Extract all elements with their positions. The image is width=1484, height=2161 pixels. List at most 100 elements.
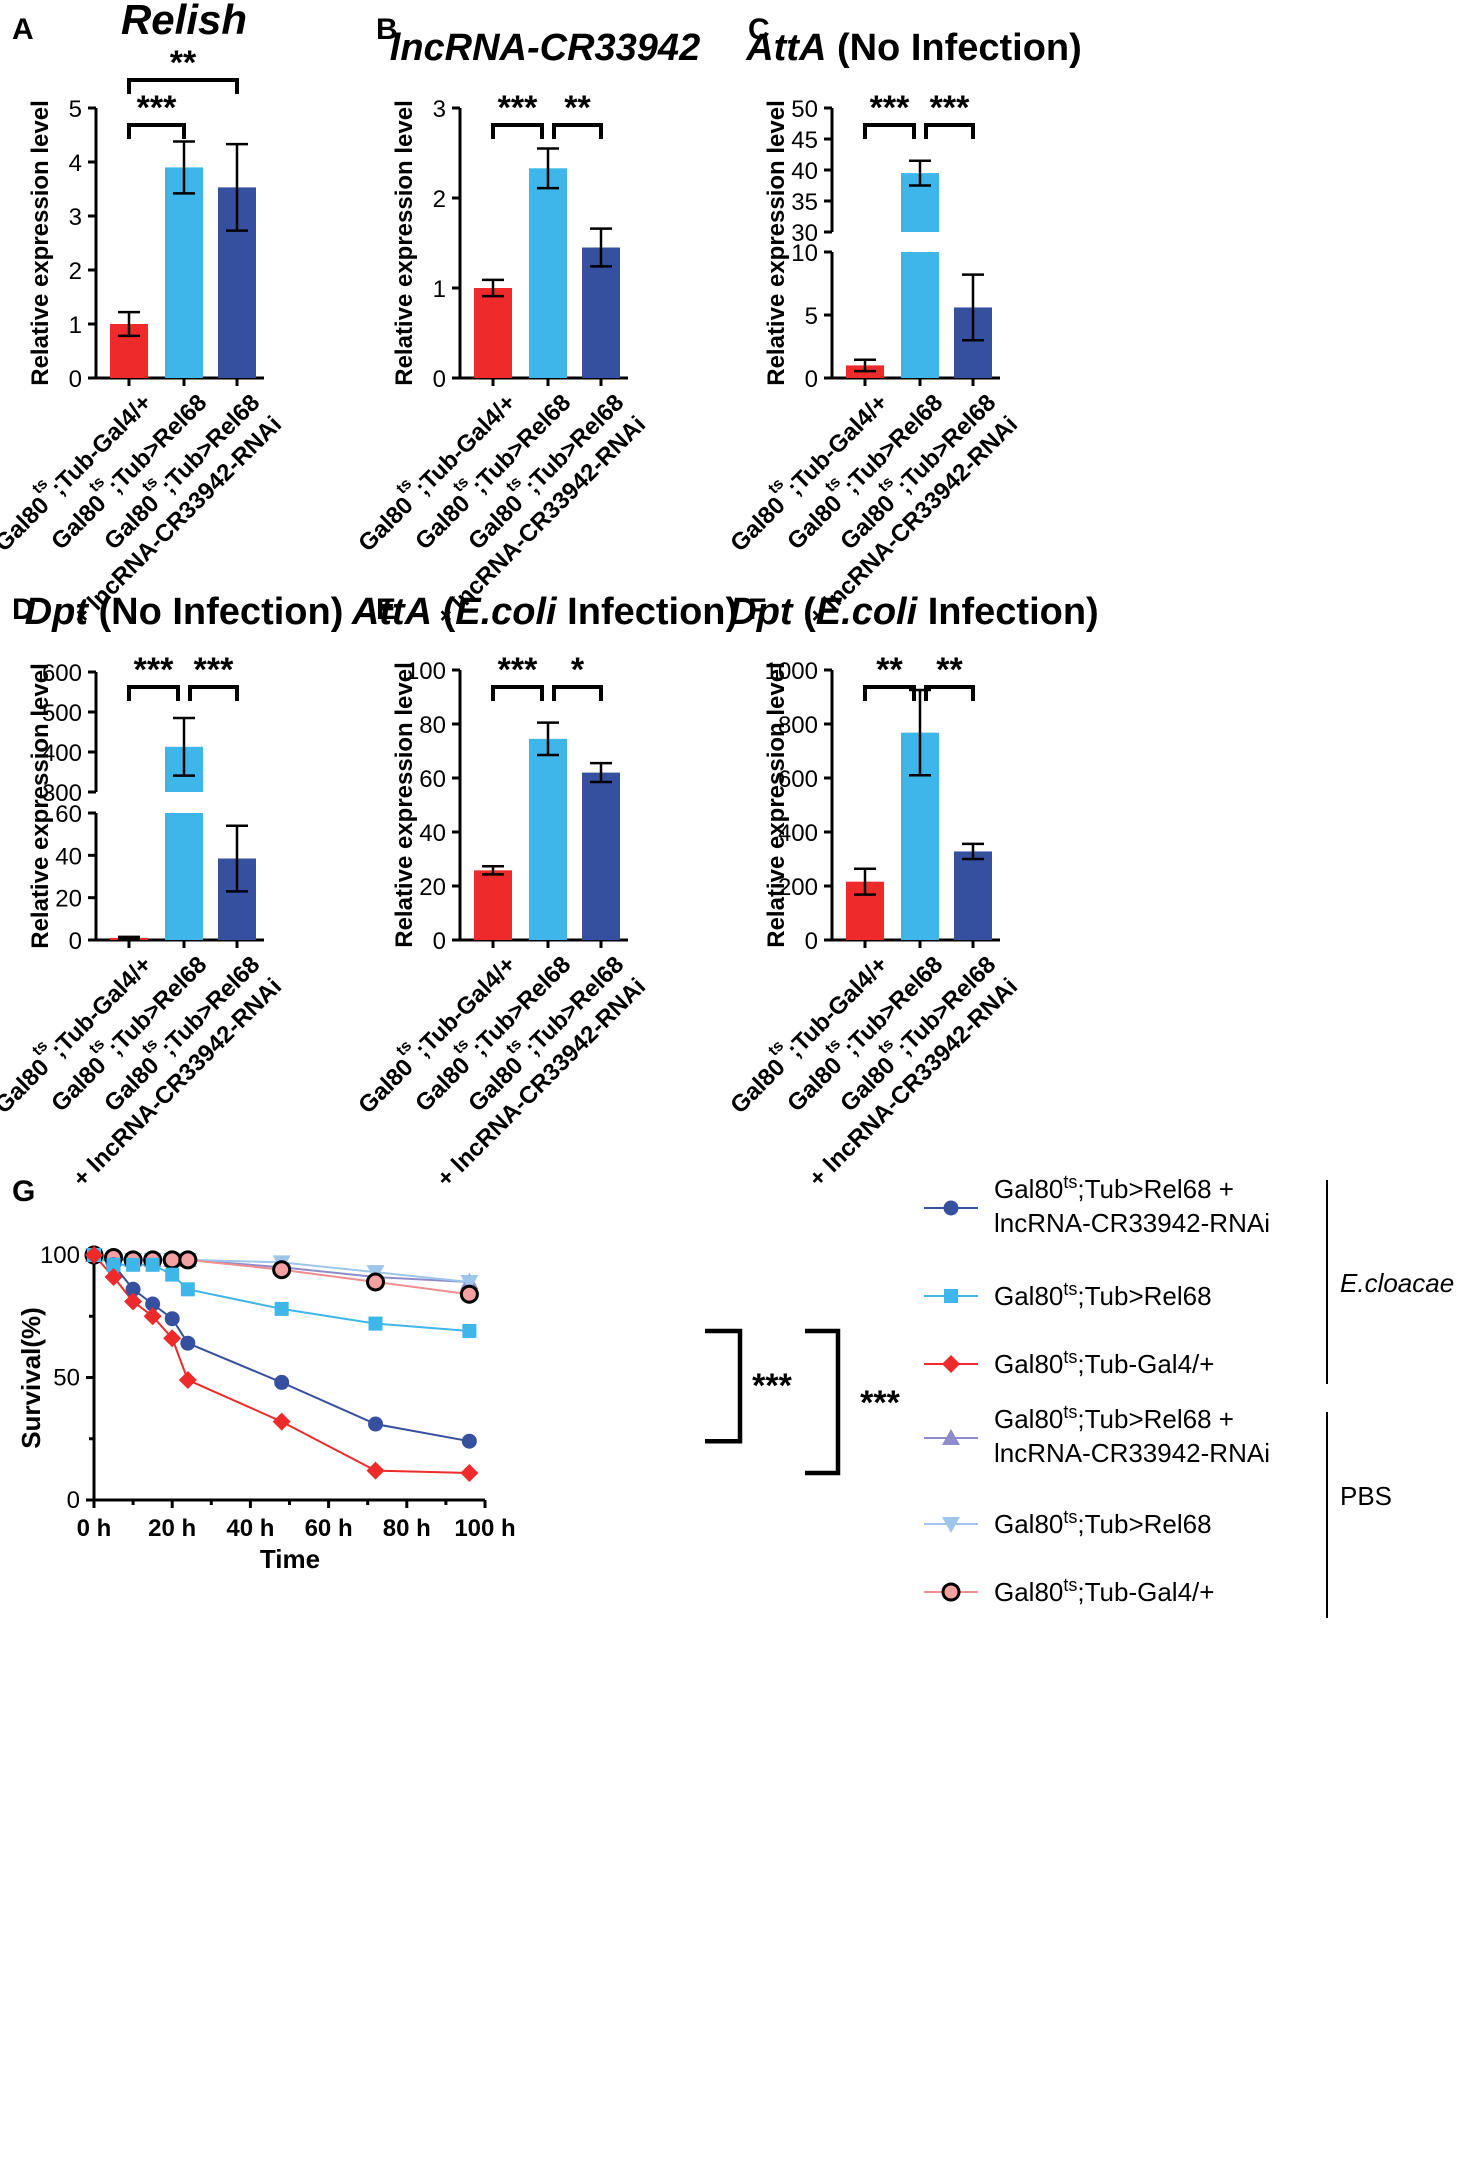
legend-label-sup: ts	[1063, 1172, 1077, 1192]
legend-label: Gal80ts;Tub>Rel68	[994, 1507, 1212, 1539]
category-label-pre: Gal80	[0, 492, 54, 557]
y-tick-label: 1000	[765, 658, 818, 685]
y-tick-label: 0	[805, 928, 818, 955]
legend-label-pre: Gal80	[994, 1349, 1063, 1379]
legend-label-sup: ts	[1063, 1347, 1077, 1367]
chart-title: AttA (No Infection)	[745, 27, 1082, 69]
legend-label-pre: Gal80	[994, 1577, 1063, 1607]
y-tick-label: 5	[69, 96, 82, 123]
marker-diamond	[104, 1268, 123, 1287]
x-tick-label: 100 h	[454, 1515, 515, 1542]
category-label-pre: Gal80	[782, 490, 847, 555]
y-axis-label: Relative expression level	[27, 100, 54, 386]
title-italic: Dpt	[729, 591, 794, 633]
y-tick-label: 60	[419, 766, 446, 793]
y-tick-label: 0	[433, 928, 446, 955]
category-label-pre: Gal80	[782, 1052, 847, 1117]
y-tick-label: 40	[55, 843, 82, 870]
legend-label: Gal80ts;Tub>Rel68 +	[994, 1172, 1234, 1204]
legend-label: Gal80ts;Tub-Gal4/+	[994, 1347, 1214, 1379]
significance-label: ***	[134, 651, 174, 689]
marker-diamond	[366, 1461, 385, 1480]
axis-break-gap	[899, 232, 941, 252]
marker-triangle-up	[942, 1429, 960, 1445]
significance-bracket	[552, 685, 603, 701]
y-tick-label: 200	[778, 874, 818, 901]
title-italic-2: E.coli	[816, 591, 919, 633]
y-tick-label: 500	[42, 700, 82, 727]
y-tick-label: 1	[69, 312, 82, 339]
marker-circle-outline	[366, 1272, 386, 1292]
y-tick-label: 2	[69, 258, 82, 285]
title-italic: AttA	[745, 27, 826, 69]
legend-label-post: ;Tub-Gal4/+	[1077, 1577, 1214, 1607]
legend-label-post: ;Tub>Rel68	[1077, 1281, 1211, 1311]
y-tick-label: 4	[69, 150, 82, 177]
y-tick-label: 10	[791, 240, 818, 267]
panel-letter: C	[748, 13, 770, 46]
x-tick-label: 60 h	[305, 1515, 353, 1542]
y-tick-label: 1	[433, 276, 446, 303]
significance-bracket	[552, 123, 603, 139]
legend-label-sup: ts	[1063, 1507, 1077, 1527]
significance-label: ***	[860, 1384, 900, 1422]
significance-label: **	[876, 651, 903, 689]
significance-bracket	[188, 685, 239, 701]
marker-diamond	[460, 1464, 479, 1483]
y-tick-label: 50	[53, 1365, 80, 1392]
y-tick-label: 800	[778, 712, 818, 739]
bar	[582, 772, 620, 940]
significance-label: ***	[930, 89, 970, 127]
y-axis-label: Survival(%)	[16, 1307, 46, 1449]
x-tick-label: 0 h	[77, 1515, 112, 1542]
marker-square	[274, 1301, 289, 1316]
legend-label-pre: Gal80	[994, 1174, 1063, 1204]
axis-break-gap	[163, 792, 205, 813]
chart-title: lncRNA-CR33942	[390, 27, 700, 69]
marker-diamond	[124, 1292, 143, 1311]
significance-bracket	[127, 123, 186, 139]
panel-letter: G	[12, 1175, 35, 1208]
marker-diamond	[163, 1329, 182, 1348]
marker-diamond	[272, 1412, 291, 1431]
legend-label-post: ;Tub>Rel68	[1077, 1509, 1211, 1539]
marker-diamond	[143, 1307, 162, 1326]
category-label-pre: Gal80	[46, 1052, 111, 1117]
marker-circle-outline	[272, 1260, 292, 1280]
legend-label: Gal80ts;Tub-Gal4/+	[994, 1575, 1214, 1607]
marker-circle	[368, 1416, 384, 1432]
marker-diamond	[85, 1246, 103, 1264]
marker-circle	[164, 1311, 180, 1327]
y-axis-label: Relative expression level	[391, 662, 418, 948]
significance-bracket	[491, 123, 544, 139]
y-tick-label: 400	[778, 820, 818, 847]
marker-circle-outline	[178, 1250, 198, 1270]
group-label: PBS	[1340, 1481, 1392, 1511]
bar	[582, 247, 620, 378]
bar	[954, 851, 992, 940]
y-tick-label: 40	[791, 158, 818, 185]
significance-bracket	[924, 123, 975, 139]
y-tick-label: 40	[419, 820, 446, 847]
legend-label-sup: ts	[1063, 1575, 1077, 1595]
y-axis-label: Relative expression level	[763, 662, 790, 948]
panel-a: A Relish Relative expression level 0 1 2 3 4 5 **…	[0, 0, 287, 631]
legend-label-line2: lncRNA-CR33942-RNAi	[994, 1438, 1270, 1468]
y-tick-label: 600	[42, 660, 82, 687]
significance-label: ***	[870, 89, 910, 127]
significance-bracket	[924, 685, 975, 701]
y-tick-label: 0	[805, 366, 818, 393]
y-tick-label: 400	[42, 740, 82, 767]
significance-label: ***	[498, 651, 538, 689]
bar	[474, 870, 512, 940]
chart-title: Relish	[121, 0, 247, 43]
marker-circle-outline	[459, 1284, 479, 1304]
y-tick-label: 600	[778, 766, 818, 793]
marker-square	[126, 1257, 141, 1272]
y-tick-label: 100	[40, 1242, 80, 1269]
legend-label-sup: ts	[1063, 1279, 1077, 1299]
marker-square	[106, 1257, 121, 1272]
significance-label: *	[571, 651, 585, 689]
